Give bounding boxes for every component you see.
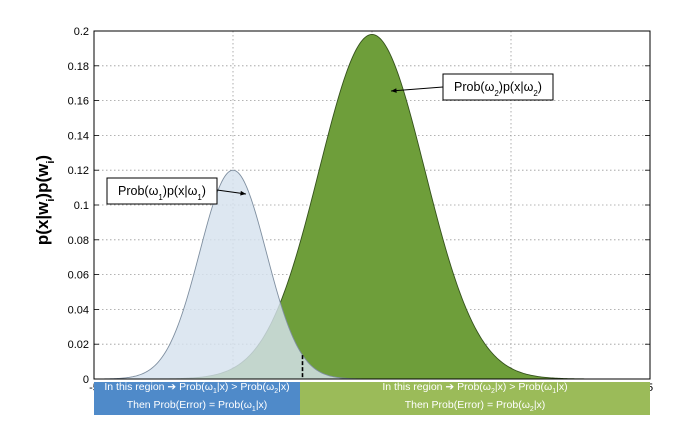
callout-series-1-label: Prob(ω1)p(x|ω1) (118, 184, 206, 202)
y-ticks: 0 0.02 0.04 0.06 0.08 0.1 0.12 0.14 0.16 0.18 0.2 (68, 26, 89, 386)
callout-series-2-arrowhead (391, 88, 397, 93)
y-tick-label: 0.02 (68, 339, 89, 351)
y-tick-label: 0.16 (68, 96, 89, 108)
callout-series-2-arrow (390, 86, 444, 92)
region-left-line1: In this region ➔ Prob(ω1|x) > Prob(ω2|x) (104, 381, 290, 396)
plot-frame (93, 30, 651, 380)
callout-series-2-label: Prob(ω2)p(x|ω2) (454, 80, 542, 98)
region-left-line2: Then Prob(Error) = Prob(ω1|x) (126, 398, 268, 413)
y-tick-label: 0.14 (68, 130, 89, 142)
region-left-box: In this region ➔ Prob(ω1|x) > Prob(ω2|x)… (94, 381, 300, 415)
curves (93, 34, 650, 380)
callout-series-2-box (442, 73, 554, 101)
region-right-line1: In this region ➔ Prob(ω2|x) > Prob(ω1|x) (382, 381, 568, 396)
callouts: Prob(ω1)p(x|ω1) Prob(ω2)p(x|ω2) (106, 73, 554, 205)
callout-series-1: Prob(ω1)p(x|ω1) (106, 177, 247, 205)
region-right-box: In this region ➔ Prob(ω2|x) > Prob(ω1|x)… (300, 381, 650, 415)
callout-series-1-box (106, 177, 218, 205)
y-tick-label: 0.2 (74, 26, 89, 38)
y-tick-label: 0.04 (68, 304, 89, 316)
y-tick-label: 0.1 (74, 200, 89, 212)
callout-series-2: Prob(ω2)p(x|ω2) (390, 73, 554, 101)
y-tick-label: 0.12 (68, 165, 89, 177)
y-tick-label: 0 (83, 374, 89, 386)
region-right-line2: Then Prob(Error) = Prob(ω2|x) (404, 398, 546, 413)
callout-series-1-arrowhead (240, 190, 246, 196)
y-tick-label: 0.18 (68, 61, 89, 73)
y-tick-label: 0.06 (68, 270, 89, 282)
axes (93, 30, 651, 380)
y-axis-label: p(x|wi)p(wi) (33, 155, 57, 245)
x-tick-label: 5 (647, 382, 653, 394)
y-tick-label: 0.08 (68, 235, 89, 247)
